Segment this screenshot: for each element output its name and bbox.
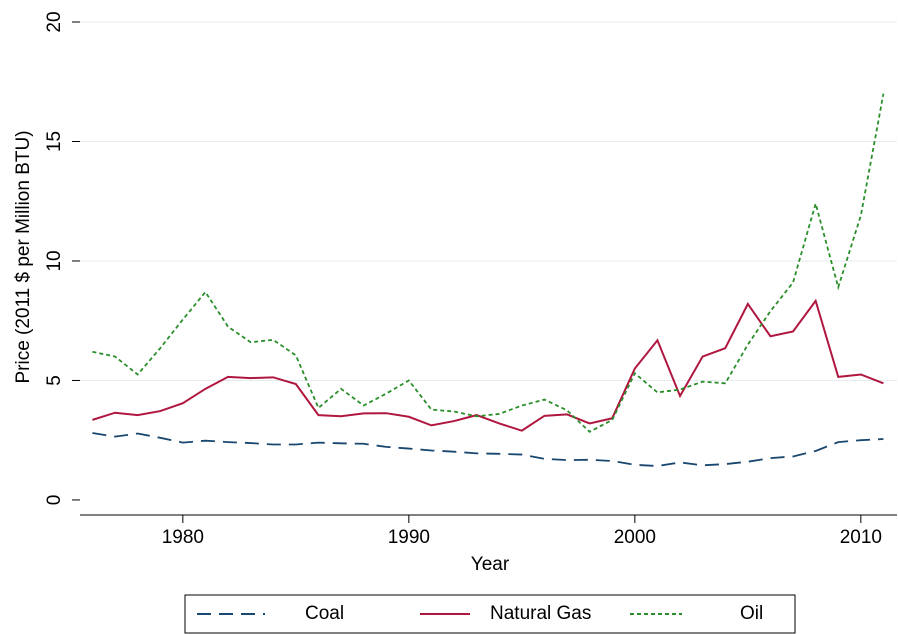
series-line — [92, 93, 885, 433]
x-tick-label: 2010 — [840, 527, 882, 548]
y-axis-title: Price (2011 $ per Million BTU) — [13, 130, 34, 383]
legend-label: Coal — [305, 603, 344, 624]
y-tick-label: 10 — [44, 250, 65, 271]
y-tick-label: 20 — [44, 11, 65, 32]
x-tick-label: 1980 — [162, 527, 204, 548]
x-tick-label: 1990 — [388, 527, 430, 548]
legend-label: Oil — [740, 603, 763, 624]
y-tick-label: 15 — [44, 131, 65, 152]
y-tick-label: 0 — [44, 495, 65, 506]
series-line — [92, 432, 884, 467]
legend-box — [184, 594, 796, 634]
y-tick-label: 5 — [44, 375, 65, 386]
series-line — [92, 298, 884, 432]
x-tick-label: 2000 — [614, 527, 656, 548]
x-axis-title: Year — [471, 554, 510, 575]
legend-label: Natural Gas — [490, 603, 591, 624]
